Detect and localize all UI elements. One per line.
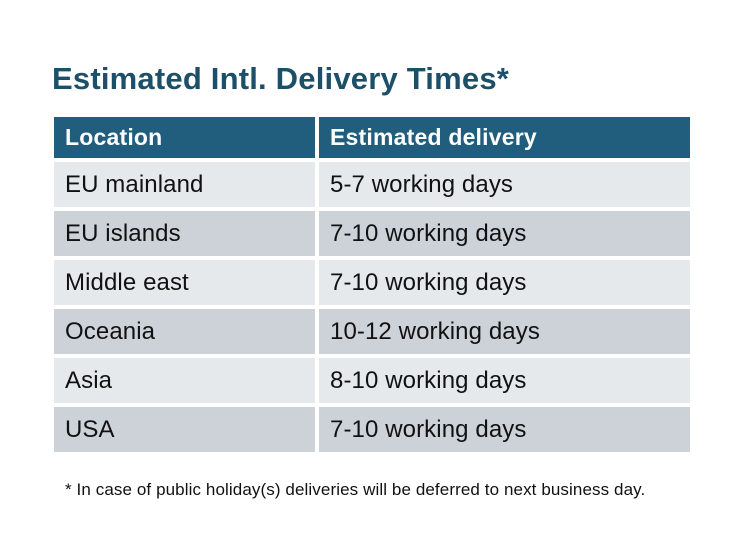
cell-delivery: 7-10 working days [319,407,690,452]
table-row: USA 7-10 working days [54,407,690,452]
cell-delivery: 7-10 working days [319,260,690,305]
table-header-row: Location Estimated delivery [54,117,690,158]
table-row: Oceania 10-12 working days [54,309,690,354]
cell-delivery: 10-12 working days [319,309,690,354]
cell-location: EU islands [54,211,315,256]
header-cell-location: Location [54,117,315,158]
cell-location: Middle east [54,260,315,305]
cell-location: USA [54,407,315,452]
header-cell-delivery: Estimated delivery [319,117,690,158]
table-row: EU islands 7-10 working days [54,211,690,256]
cell-delivery: 7-10 working days [319,211,690,256]
table-row: Asia 8-10 working days [54,358,690,403]
table-row: Middle east 7-10 working days [54,260,690,305]
cell-location: Oceania [54,309,315,354]
delivery-times-table: Location Estimated delivery EU mainland … [54,117,690,452]
table-row: EU mainland 5-7 working days [54,162,690,207]
cell-delivery: 8-10 working days [319,358,690,403]
cell-location: EU mainland [54,162,315,207]
page-title: Estimated Intl. Delivery Times* [52,60,510,96]
footnote: * In case of public holiday(s) deliverie… [65,480,646,499]
cell-location: Asia [54,358,315,403]
cell-delivery: 5-7 working days [319,162,690,207]
